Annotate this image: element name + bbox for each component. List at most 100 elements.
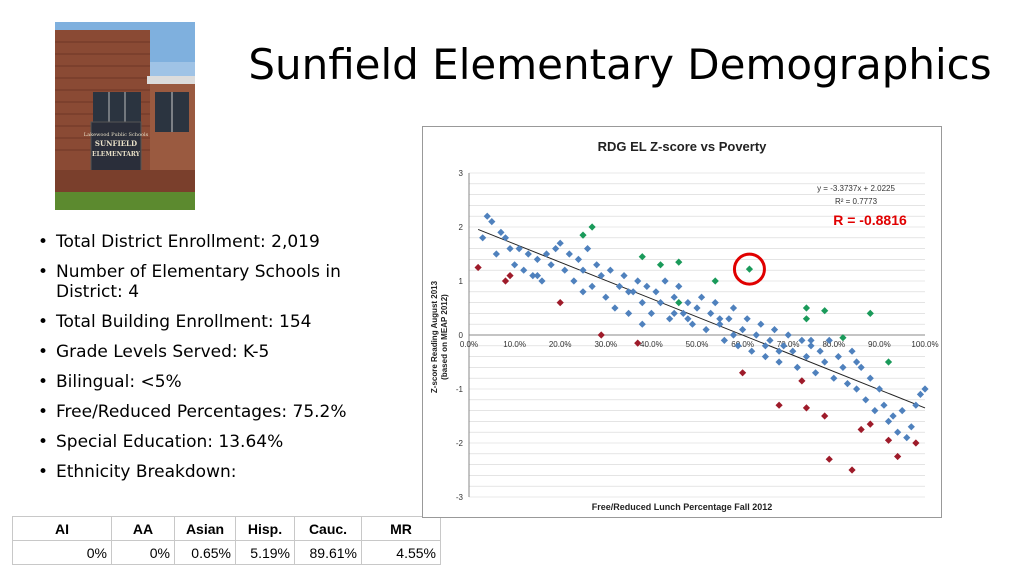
data-point-blue	[625, 288, 633, 296]
data-point-blue	[625, 309, 633, 317]
bullet-grade-levels: Grade Levels Served: K-5	[36, 342, 396, 362]
data-point-blue	[583, 245, 592, 253]
data-point-blue	[748, 347, 756, 355]
demographics-list: Total District Enrollment: 2,019 Number …	[36, 232, 396, 492]
data-point-green	[656, 261, 665, 269]
data-point-blue	[684, 299, 692, 307]
data-point-blue	[661, 277, 669, 285]
data-point-green	[711, 277, 719, 285]
data-point-red	[597, 331, 605, 339]
data-point-green	[884, 358, 893, 366]
data-point-blue	[757, 320, 765, 328]
y-tick-label: 1	[459, 277, 464, 286]
data-point-blue	[775, 358, 783, 366]
chart-highlight	[732, 252, 766, 286]
data-point-blue	[611, 304, 619, 312]
chart-y-ticks: 3 2 1 0 -1 -2 -3	[456, 169, 464, 502]
data-point-blue	[638, 320, 646, 328]
x-tick-label: 10.0%	[503, 340, 526, 349]
x-tick-label: 90.0%	[868, 340, 891, 349]
data-point-blue	[670, 309, 678, 317]
data-point-blue	[780, 342, 788, 350]
x-tick-label: 60.0%	[731, 340, 754, 349]
data-point-green	[588, 223, 596, 231]
data-point-red	[894, 452, 902, 461]
data-point-green	[745, 265, 754, 273]
data-point-blue	[816, 347, 824, 355]
ethnicity-value-row: 0% 0% 0.65% 5.19% 89.61% 4.55%	[12, 540, 441, 565]
highlight-circle	[732, 252, 766, 286]
data-point-blue	[479, 234, 487, 242]
data-point-blue	[483, 212, 491, 220]
data-point-red	[884, 436, 893, 444]
ethnicity-header-row: AI AA Asian Hisp. Cauc. MR	[12, 516, 441, 541]
data-point-blue	[688, 320, 697, 328]
bullet-building-enrollment: Total Building Enrollment: 154	[36, 312, 396, 332]
x-tick-label: 40.0%	[640, 340, 663, 349]
data-point-blue	[565, 250, 573, 258]
data-point-blue	[775, 347, 783, 355]
value-ai: 0%	[12, 540, 112, 565]
data-point-blue	[784, 331, 792, 339]
data-point-blue	[675, 282, 683, 290]
data-point-red	[775, 401, 783, 409]
bullet-district-enrollment: Total District Enrollment: 2,019	[36, 232, 396, 252]
data-point-blue	[830, 374, 838, 382]
data-point-blue	[807, 336, 815, 344]
x-tick-label: 0.0%	[460, 340, 478, 349]
x-tick-label: 20.0%	[549, 340, 572, 349]
value-aa: 0%	[111, 540, 175, 565]
data-point-blue	[511, 261, 519, 269]
data-point-green	[675, 258, 683, 266]
data-point-green	[579, 231, 587, 239]
chart-y-label: Z-score Reading August 2013	[430, 280, 439, 393]
data-point-blue	[720, 336, 728, 344]
data-point-blue	[880, 401, 888, 409]
data-point-blue	[702, 326, 710, 334]
x-tick-label: 80.0%	[822, 340, 845, 349]
sign-text-2: SUNFIELD	[95, 139, 137, 148]
data-point-blue	[734, 342, 742, 350]
chart-x-label: Free/Reduced Lunch Percentage Fall 2012	[592, 502, 773, 512]
bullet-free-reduced: Free/Reduced Percentages: 75.2%	[36, 402, 396, 422]
data-point-blue	[853, 358, 861, 366]
data-point-blue	[697, 293, 706, 301]
data-point-blue	[520, 266, 528, 274]
data-point-blue	[643, 282, 651, 290]
chart-grid	[468, 172, 925, 498]
data-point-blue	[542, 250, 551, 258]
data-point-blue	[711, 299, 719, 307]
data-point-blue	[656, 299, 665, 307]
data-point-red	[912, 439, 920, 447]
data-point-red	[866, 420, 874, 428]
header-ai: AI	[12, 516, 112, 541]
data-point-blue	[839, 363, 847, 371]
header-mr: MR	[361, 516, 441, 541]
school-photo-graphic: Lakewood Public Schools SUNFIELD ELEMENT…	[55, 22, 195, 210]
data-point-blue	[606, 266, 614, 274]
x-tick-label: 100.0%	[911, 340, 938, 349]
data-point-blue	[684, 315, 692, 323]
data-point-blue	[725, 315, 733, 323]
data-point-blue	[903, 434, 911, 442]
bullet-special-education: Special Education: 13.64%	[36, 432, 396, 452]
data-point-blue	[884, 417, 893, 425]
data-point-blue	[492, 250, 500, 258]
data-point-blue	[552, 245, 560, 253]
header-asian: Asian	[174, 516, 236, 541]
data-point-blue	[707, 309, 715, 317]
data-point-blue	[866, 374, 874, 382]
trend-line	[477, 228, 926, 409]
data-point-blue	[588, 282, 596, 290]
scatter-chart: RDG EL Z-score vs Poverty 3 2 1 0 -1 -2 -3 0.0…	[430, 139, 939, 512]
data-point-blue	[843, 380, 852, 388]
y-tick-label: 3	[459, 169, 464, 178]
data-point-green	[802, 304, 811, 312]
data-point-blue	[793, 363, 801, 371]
data-point-blue	[593, 261, 601, 269]
x-tick-label: 50.0%	[686, 340, 709, 349]
data-point-red	[848, 466, 856, 474]
data-point-blue	[848, 347, 856, 355]
data-point-blue	[556, 239, 564, 247]
data-point-blue	[729, 331, 738, 339]
